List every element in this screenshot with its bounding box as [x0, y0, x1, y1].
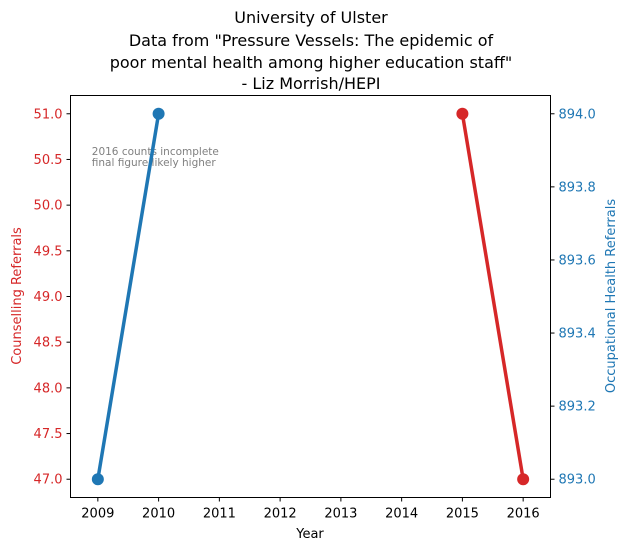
- chart-title-line-3: poor mental health among higher educatio…: [110, 53, 513, 72]
- left-y-tick-label: 50.0: [34, 199, 63, 214]
- right-y-axis-label: Occupational Health Referrals: [604, 199, 619, 393]
- left-y-tick-label: 50.5: [34, 153, 63, 168]
- left-y-tick-label: 48.0: [34, 381, 63, 396]
- series-line: [460, 113, 525, 480]
- left-y-tick-label: 49.5: [34, 244, 63, 259]
- x-tick-label: 2015: [446, 507, 479, 522]
- right-y-tick-label: 894.0: [559, 107, 596, 122]
- right-y-tick-label: 893.6: [559, 253, 596, 268]
- data-point: [517, 473, 530, 486]
- left-y-tick-label: 49.0: [34, 290, 63, 305]
- right-y-axis: 893.0 893.2 893.4 893.6 893.8 894.0: [550, 107, 596, 488]
- right-y-tick-label: 893.2: [559, 400, 596, 415]
- x-axis: 2009 2010 2011 2012 2013 2014 2015 2016: [81, 497, 540, 522]
- x-tick-label: 2016: [507, 507, 540, 522]
- annotation-line: 2016 counts incomplete: [92, 146, 219, 158]
- x-tick-label: 2011: [203, 507, 236, 522]
- right-y-tick-label: 893.8: [559, 180, 596, 195]
- left-y-tick-label: 47.5: [34, 427, 63, 442]
- x-tick-label: 2010: [142, 507, 175, 522]
- x-tick-label: 2014: [385, 507, 418, 522]
- x-tick-label: 2013: [324, 507, 357, 522]
- annotation-line: final figure likely higher: [92, 157, 217, 169]
- data-point: [456, 107, 469, 120]
- data-point: [152, 107, 165, 120]
- chart-title: University of Ulster Data from "Pressure…: [110, 8, 513, 93]
- x-tick-label: 2012: [264, 507, 297, 522]
- left-y-axis-label: Counselling Referrals: [10, 227, 25, 365]
- x-tick-label: 2009: [81, 507, 114, 522]
- left-y-axis: 47.0 47.5 48.0 48.5 49.0 49.5 50.0 50.5 51.0: [34, 107, 71, 488]
- series-layer: [91, 107, 530, 486]
- left-y-tick-label: 47.0: [34, 473, 63, 488]
- data-point: [91, 473, 104, 486]
- left-y-tick-label: 51.0: [34, 107, 63, 122]
- chart-title-line-1: University of Ulster: [234, 8, 388, 27]
- left-y-tick-label: 48.5: [34, 336, 63, 351]
- right-y-tick-label: 893.4: [559, 327, 596, 342]
- x-axis-label: Year: [295, 527, 324, 542]
- right-y-tick-label: 893.0: [559, 473, 596, 488]
- chart-title-line-4: - Liz Morrish/HEPI: [242, 74, 381, 93]
- series-line: [96, 113, 161, 480]
- chart-title-line-2: Data from "Pressure Vessels: The epidemi…: [129, 31, 494, 50]
